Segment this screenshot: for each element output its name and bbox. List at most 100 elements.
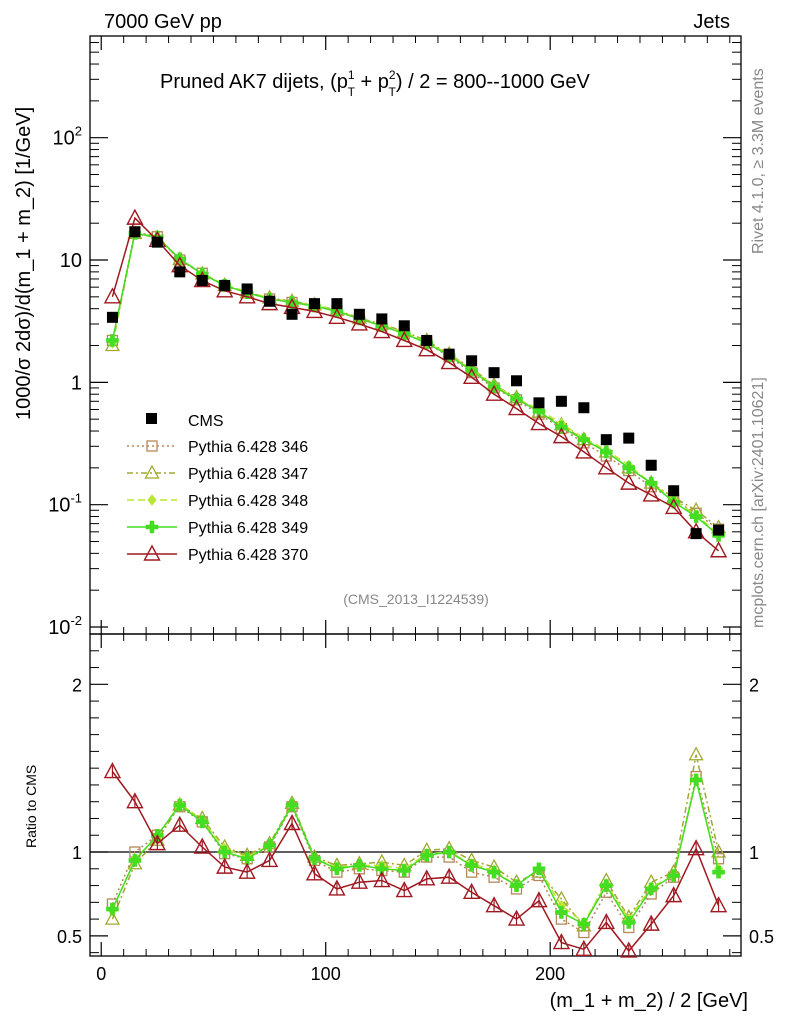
series-point xyxy=(328,307,346,325)
series-point xyxy=(644,476,658,490)
ratio-line xyxy=(111,771,720,953)
series-point xyxy=(395,330,413,348)
series-point xyxy=(532,404,546,418)
data-point xyxy=(106,311,118,323)
legend-marker xyxy=(143,544,161,561)
ratio-point xyxy=(397,864,411,877)
data-point xyxy=(623,432,635,444)
data-point xyxy=(488,367,500,379)
legend-label: Pythia 6.428 370 xyxy=(188,547,308,564)
ratio-point xyxy=(260,850,279,868)
title-sup1: 1 xyxy=(348,68,355,82)
data-point xyxy=(555,395,567,407)
data-point xyxy=(645,459,657,471)
series-point xyxy=(305,301,324,319)
series-line xyxy=(111,216,720,552)
header-left: 7000 GeV pp xyxy=(104,11,222,33)
data-point xyxy=(174,266,186,278)
legend-label: Pythia 6.428 349 xyxy=(188,520,308,537)
ratio-point xyxy=(507,909,526,926)
ratio-point xyxy=(575,939,593,956)
watermark: (CMS_2013_I1224539) xyxy=(343,591,489,607)
x-tick-label: 100 xyxy=(311,964,341,984)
y-tick-label: 10-1 xyxy=(48,491,82,517)
ratio-tick-label-right: 1 xyxy=(749,843,759,863)
data-point xyxy=(219,279,231,291)
ratio-point xyxy=(530,891,548,908)
ratio-point xyxy=(487,865,501,879)
data-point xyxy=(690,528,702,540)
ratio-point xyxy=(173,798,187,812)
series-4 xyxy=(106,227,725,931)
series-layer xyxy=(103,208,728,958)
data-point xyxy=(533,397,545,409)
ratio-point xyxy=(420,849,434,862)
series-point xyxy=(350,314,369,331)
ratio-point xyxy=(597,912,615,930)
ratio-line xyxy=(111,776,720,934)
series-point xyxy=(507,399,526,416)
legend-label: Pythia 6.428 346 xyxy=(188,439,308,456)
ratio-point xyxy=(126,792,144,809)
title-sub2: T xyxy=(389,85,397,99)
data-point xyxy=(443,348,455,360)
y-tick-label: 10-2 xyxy=(48,613,82,639)
data-point xyxy=(600,434,612,446)
series-point xyxy=(575,442,593,459)
data-point xyxy=(511,375,523,387)
data-point xyxy=(264,295,276,307)
axes: 0 100 200 10-2 10-1 1 10 102 0.5 0.5 1 1 2 2 xyxy=(48,36,774,984)
ratio-point xyxy=(664,886,683,903)
title-sup2: 2 xyxy=(389,68,396,82)
series-point xyxy=(418,340,436,357)
ratio-tick-label: 1 xyxy=(72,843,82,863)
ratio-panel-frame xyxy=(89,633,742,957)
data-point xyxy=(331,298,343,310)
data-point xyxy=(713,524,725,536)
series-point xyxy=(600,445,613,459)
ratio-point xyxy=(689,773,703,787)
series-1 xyxy=(106,226,725,939)
series-point xyxy=(667,495,680,509)
ratio-point xyxy=(195,815,209,829)
ratio-point xyxy=(240,852,254,866)
data-point xyxy=(578,402,590,414)
ratio-point xyxy=(555,906,568,919)
series-point xyxy=(126,208,144,225)
data-point xyxy=(308,298,320,310)
data-point xyxy=(286,308,298,320)
legend-label-cms: CMS xyxy=(188,413,224,430)
ratio-point xyxy=(644,882,658,896)
x-axis-label: (m_1 + m_2) / 2 [GeV] xyxy=(550,990,748,1012)
title-mid: + p xyxy=(355,71,389,93)
ratio-line xyxy=(111,754,720,928)
header-right: Jets xyxy=(693,11,730,33)
ratio-point xyxy=(485,896,503,913)
ratio-point xyxy=(328,879,346,896)
ratio-point xyxy=(642,914,660,931)
ratio-point xyxy=(552,933,571,950)
ratio-point xyxy=(263,839,276,852)
series-point xyxy=(485,384,503,401)
ratio-point xyxy=(216,857,234,874)
ratio-point xyxy=(350,872,369,889)
ratio-point xyxy=(330,862,344,876)
legend-label: Pythia 6.428 348 xyxy=(188,493,308,510)
ratio-point xyxy=(285,798,299,812)
ratio-y-axis-label: Ratio to CMS xyxy=(23,765,39,848)
ratio-point xyxy=(283,814,301,831)
series-point xyxy=(577,433,591,446)
series-5 xyxy=(103,208,728,958)
y-axis-label: 1000/σ 2dσ)/d(m_1 + m_2) [1/GeV] xyxy=(13,107,35,420)
ratio-line xyxy=(111,779,720,924)
series-point xyxy=(462,367,481,384)
side-label-bottom: mcplots.cern.ch [arXiv:2401.10621] xyxy=(750,377,767,628)
ratio-point xyxy=(622,916,636,929)
data-point xyxy=(129,226,141,238)
series-point xyxy=(373,322,391,339)
ratio-point xyxy=(103,762,122,779)
title-sub1: T xyxy=(348,85,356,99)
series-point xyxy=(689,510,703,523)
title-pre: Pruned AK7 dijets, (p xyxy=(160,71,348,93)
